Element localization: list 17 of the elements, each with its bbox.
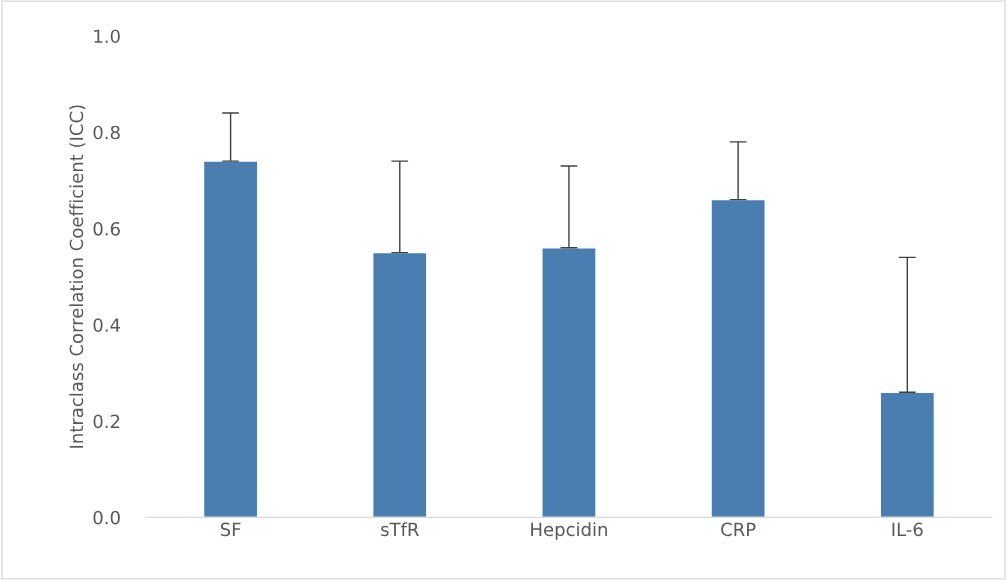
x-tick-label: SF [220,522,241,537]
y-axis-title: Intraclass Correlation Coefficient (ICC) [69,105,86,448]
y-tick-label: 1.0 [94,29,120,44]
bar [541,247,597,518]
x-tick-label: CRP [721,522,756,537]
bar [879,391,936,518]
y-tick-label: 0.8 [93,125,120,140]
bar [372,251,428,518]
x-tick-label: IL-6 [892,522,923,537]
bar [202,160,259,518]
bar [710,198,766,518]
y-tick-label: 0.4 [93,318,120,332]
x-tick-label: Hepcidin [531,522,607,540]
y-tick-label: 0.0 [93,510,120,525]
y-tick-label: 0.2 [93,414,120,429]
x-tick-label: sTfR [381,522,419,537]
y-tick-label: 0.6 [93,221,120,236]
